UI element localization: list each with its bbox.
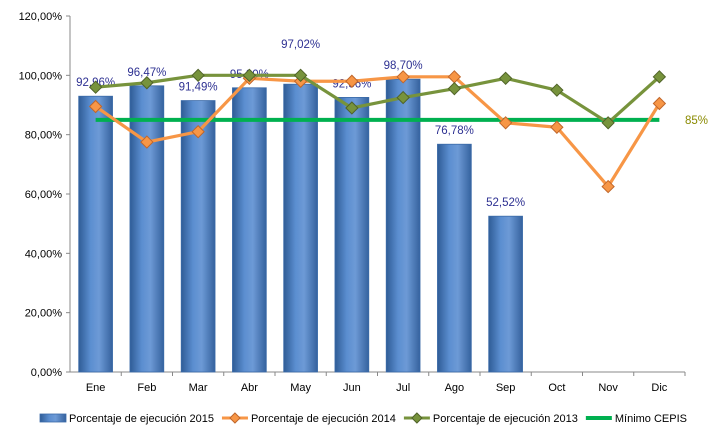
bar: [78, 95, 113, 373]
bar-data-label: 96,47%: [127, 67, 166, 79]
legend-swatch-bar: [39, 413, 67, 423]
y-tick-label: 0,00%: [31, 367, 62, 379]
bar: [437, 143, 472, 373]
line-point-marker: [550, 83, 564, 97]
x-tick-label: Sep: [496, 382, 516, 394]
legend-swatch-marker: [411, 412, 423, 424]
reference-label: 85%: [685, 115, 708, 127]
x-tick-label: Ago: [445, 382, 465, 394]
bars: [78, 78, 523, 373]
line-point-marker: [242, 68, 257, 83]
x-tick-label: May: [290, 382, 311, 394]
bar: [334, 97, 370, 373]
line-point-marker: [498, 116, 513, 130]
bar: [283, 83, 318, 373]
bar-data-label: 97,02%: [281, 39, 320, 51]
legend-entry: Porcentaje de ejecución 2014: [221, 412, 396, 425]
x-tick-label: Mar: [189, 382, 208, 394]
line-point-marker: [396, 90, 410, 105]
bar: [180, 100, 216, 373]
x-tick-label: Jul: [396, 382, 410, 394]
line-point-marker: [88, 80, 103, 94]
y-tick-label: 80,00%: [25, 130, 63, 142]
line-point-marker: [447, 81, 462, 96]
legend-label: Mínimo CEPIS: [615, 413, 687, 425]
bar-data-label: 52,52%: [486, 197, 525, 209]
line-point-marker: [293, 68, 308, 83]
legend: Porcentaje de ejecución 2015 Porcentaje d…: [39, 412, 687, 425]
x-tick-label: Ene: [86, 382, 106, 394]
line-point-marker: [498, 71, 513, 86]
line-point-marker: [140, 135, 154, 149]
line-point-marker: [345, 74, 359, 88]
line-point-marker: [652, 96, 667, 111]
legend-entry: Porcentaje de ejecución 2015: [39, 413, 214, 425]
bar-data-label: 98,70%: [384, 60, 423, 72]
bar-data-label: 76,78%: [435, 125, 474, 137]
series-line: [95, 73, 661, 125]
x-tick-label: Nov: [598, 382, 618, 394]
legend-label: Porcentaje de ejecución 2013: [433, 413, 578, 425]
bar: [385, 78, 421, 373]
y-tick-label: 20,00%: [25, 308, 63, 320]
axes: 0,00% 20,00% 40,00% 60,00% 80,00% 100,00% 120,…: [19, 11, 686, 394]
line-point-marker: [652, 70, 667, 84]
line-point-marker: [550, 120, 564, 134]
series-line: [94, 75, 661, 189]
x-tick-label: Abr: [241, 382, 258, 394]
legend-entry: Mínimo CEPIS: [585, 413, 687, 425]
line-point-marker: [191, 68, 205, 83]
x-tick-label: Feb: [137, 382, 156, 394]
bar: [488, 215, 523, 373]
bar: [232, 87, 267, 373]
y-tick-label: 60,00%: [25, 189, 63, 201]
legend-label: Porcentaje de ejecución 2015: [69, 413, 214, 425]
legend-label: Porcentaje de ejecución 2014: [251, 413, 396, 425]
line-point-marker: [140, 76, 154, 90]
bar-data-label: 91,49%: [179, 82, 218, 94]
legend-swatch-marker: [229, 412, 241, 424]
y-tick-label: 100,00%: [19, 70, 63, 82]
x-tick-label: Oct: [548, 382, 565, 394]
line-point-marker: [396, 70, 410, 84]
bar: [129, 85, 165, 373]
line-point-marker: [601, 179, 615, 194]
x-tick-label: Jun: [343, 382, 361, 394]
legend-entry: Porcentaje de ejecución 2013: [403, 412, 578, 425]
y-tick-label: 40,00%: [25, 248, 63, 260]
line-point-marker: [191, 124, 205, 139]
x-tick-label: Dic: [651, 382, 667, 394]
line-point-marker: [601, 116, 615, 130]
line-point-marker: [88, 99, 103, 114]
y-tick-label: 120,00%: [19, 11, 63, 23]
line-point-marker: [345, 101, 359, 115]
series-lines: 85%: [88, 68, 708, 194]
